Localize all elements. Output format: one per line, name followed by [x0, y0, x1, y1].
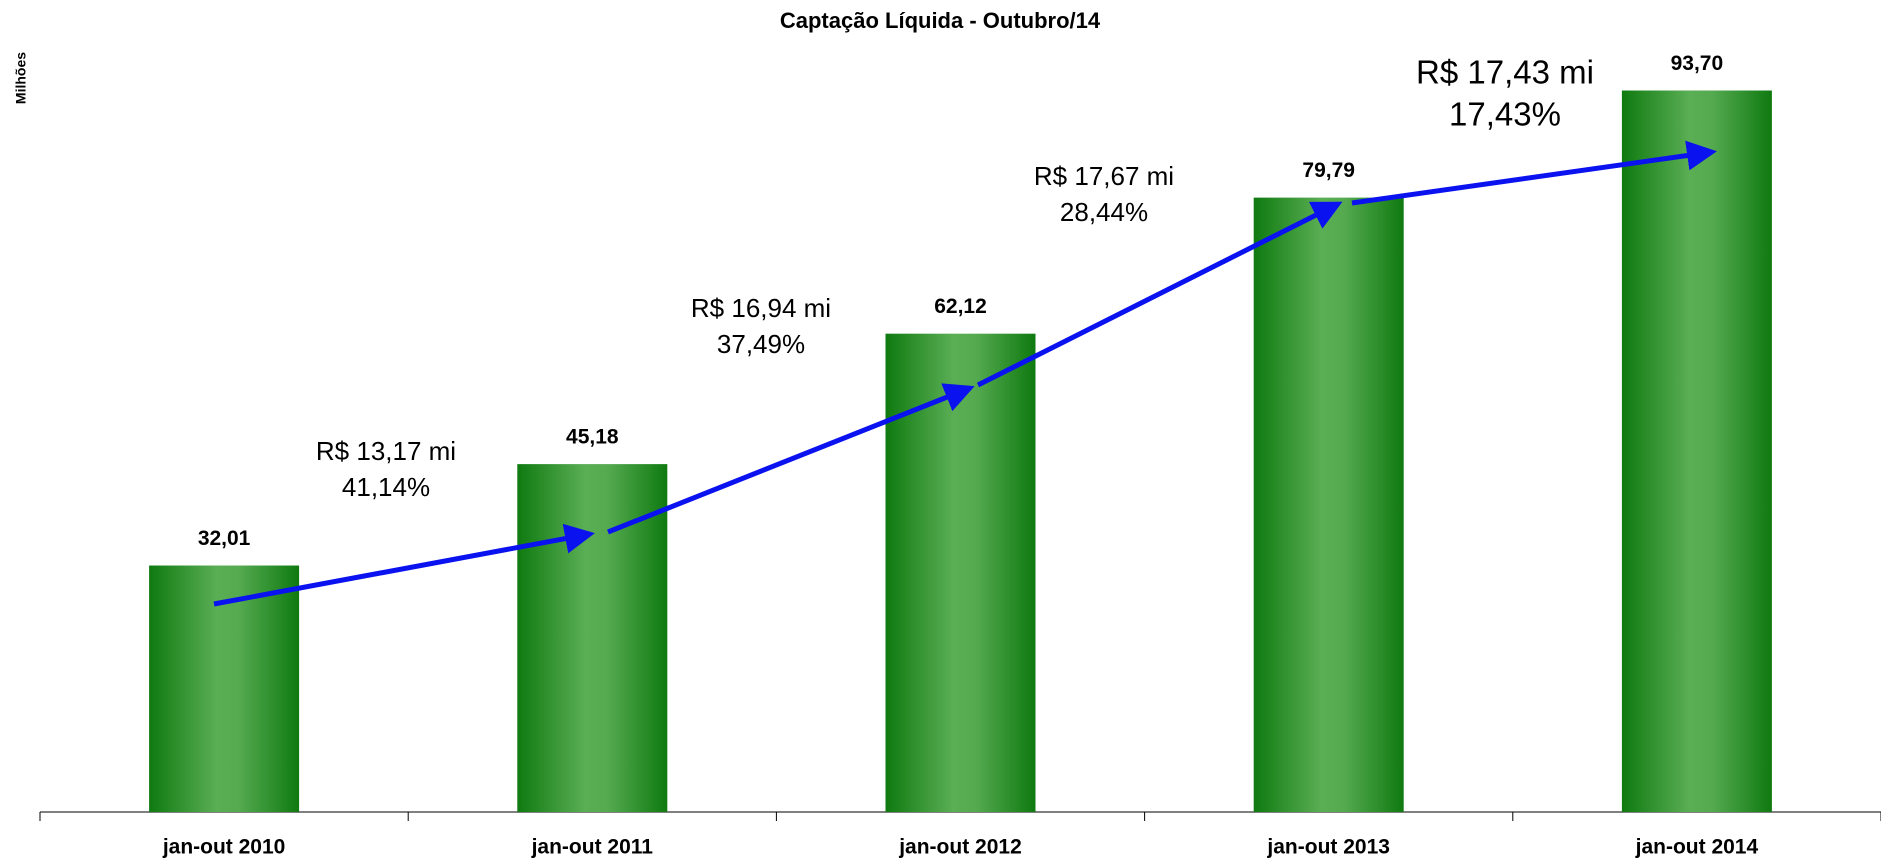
growth-arrow — [1351, 140, 1717, 206]
bar — [149, 565, 300, 812]
x-tick-label: jan-out 2011 — [531, 836, 654, 859]
value-label: 79,79 — [1302, 159, 1355, 182]
annotation: 17,43% — [1449, 96, 1561, 133]
annotation: R$ 17,67 mi — [1034, 161, 1174, 191]
x-tick-label: jan-out 2014 — [1635, 836, 1759, 859]
annotation: 41,14% — [342, 472, 430, 502]
y-axis-label: Milhões — [13, 52, 29, 104]
value-label: 93,70 — [1671, 52, 1724, 75]
x-tick-label: jan-out 2010 — [162, 836, 286, 859]
bar — [1253, 197, 1404, 812]
annotation: R$ 16,94 mi — [691, 293, 831, 323]
value-label: 32,01 — [198, 527, 251, 550]
annotation: R$ 13,17 mi — [316, 436, 456, 466]
growth-arrow — [213, 523, 595, 607]
value-label: 45,18 — [566, 426, 619, 449]
value-label: 62,12 — [934, 295, 987, 318]
chart-title: Captação Líquida - Outubro/14 — [780, 8, 1101, 33]
bar — [1621, 90, 1772, 812]
bar — [517, 464, 668, 812]
bar — [885, 333, 1036, 812]
growth-arrow — [607, 383, 975, 535]
annotation: R$ 17,43 mi — [1416, 54, 1594, 91]
annotation: 28,44% — [1060, 197, 1148, 227]
x-tick-label: jan-out 2012 — [898, 836, 1022, 859]
x-tick-label: jan-out 2013 — [1266, 836, 1390, 859]
annotation: 37,49% — [717, 329, 805, 359]
growth-arrow — [976, 201, 1343, 388]
